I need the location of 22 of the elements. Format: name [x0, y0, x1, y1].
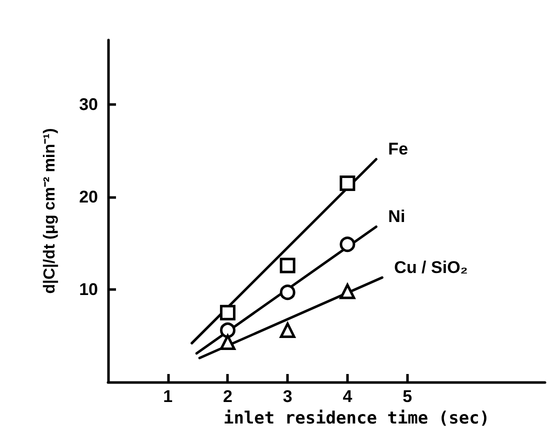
series-label: Ni	[388, 207, 406, 226]
point	[220, 304, 236, 320]
series-label: Cu / SiO₂	[394, 258, 468, 278]
x-tick-label: 3	[282, 387, 292, 406]
point	[340, 284, 356, 300]
point	[340, 176, 356, 192]
point	[340, 236, 356, 252]
point	[220, 322, 236, 338]
point	[280, 258, 296, 274]
point	[280, 322, 296, 338]
x-tick-label: 5	[402, 387, 412, 406]
y-tick-label: 20	[79, 188, 98, 207]
y-axis-title: d|C|/dt (μg cm⁻² min⁻¹)	[42, 128, 58, 294]
x-tick-label: 4	[342, 387, 353, 406]
x-axis-title: inlet residence time (sec)	[223, 408, 490, 428]
x-tick-label: 2	[222, 387, 232, 406]
point	[280, 284, 296, 300]
point	[220, 334, 236, 350]
x-tick-label: 1	[163, 387, 173, 406]
series-label: Fe	[388, 140, 408, 159]
y-tick-label: 30	[79, 95, 98, 114]
y-tick-label: 10	[79, 280, 98, 300]
